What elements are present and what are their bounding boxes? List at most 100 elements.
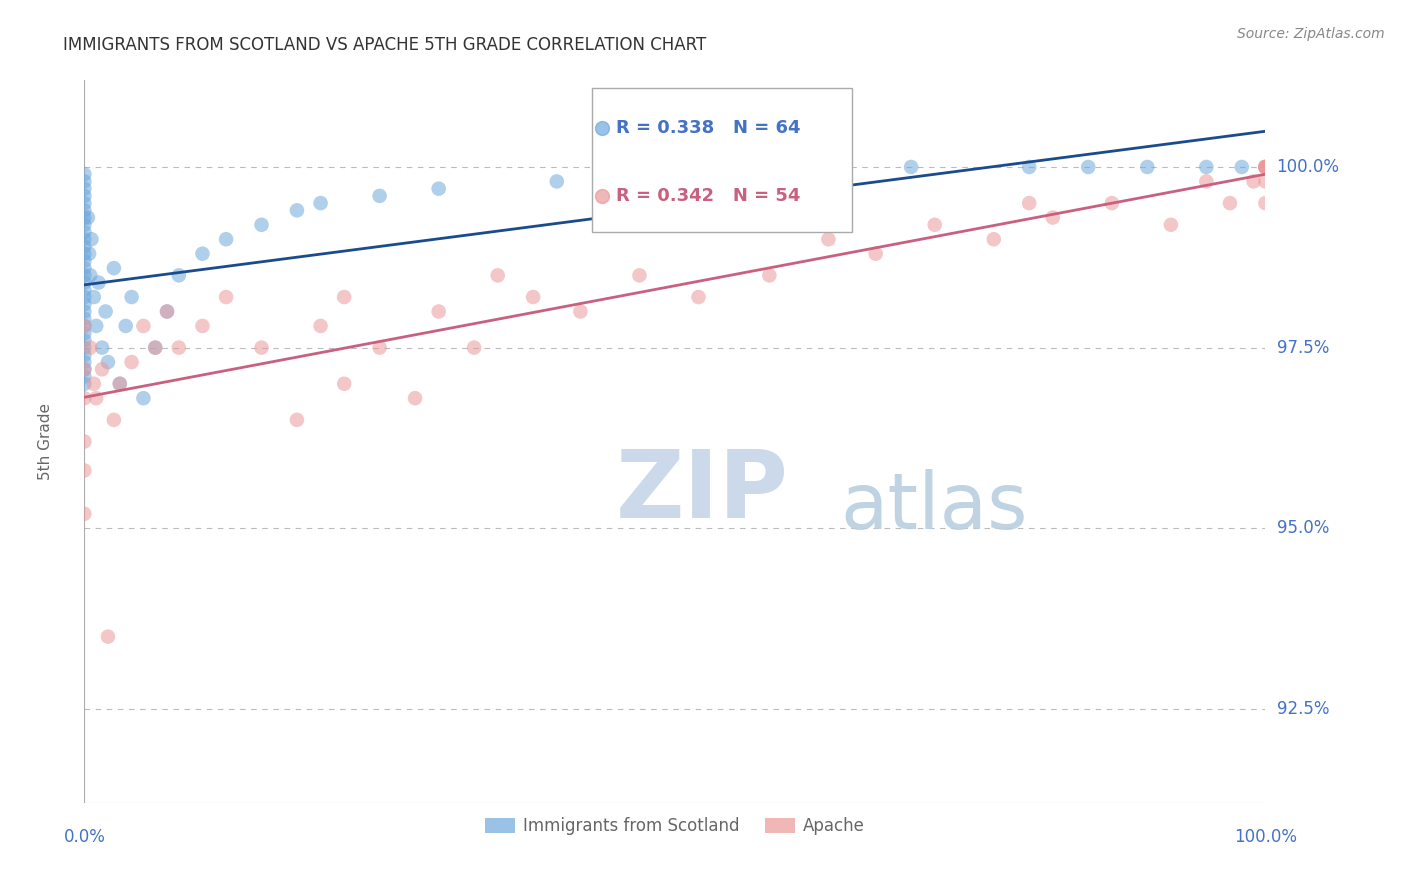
- Point: [1254, 160, 1277, 174]
- Point: [73, 318, 96, 333]
- Point: [900, 160, 922, 174]
- Point: [73, 311, 96, 326]
- Point: [1077, 160, 1099, 174]
- Point: [688, 290, 710, 304]
- Point: [782, 160, 804, 174]
- Text: atlas: atlas: [841, 468, 1028, 545]
- Text: 0.0%: 0.0%: [63, 828, 105, 846]
- Point: [1018, 160, 1040, 174]
- Point: [73, 318, 96, 333]
- Point: [486, 268, 509, 283]
- Point: [73, 391, 96, 405]
- Point: [309, 318, 332, 333]
- Point: [132, 391, 155, 405]
- Point: [73, 196, 96, 211]
- Point: [73, 362, 96, 376]
- Point: [83, 376, 105, 391]
- Point: [1254, 174, 1277, 188]
- Legend: Immigrants from Scotland, Apache: Immigrants from Scotland, Apache: [478, 810, 872, 841]
- Point: [1136, 160, 1159, 174]
- Point: [73, 297, 96, 311]
- Point: [628, 268, 651, 283]
- Point: [87, 276, 110, 290]
- Point: [73, 203, 96, 218]
- Point: [83, 290, 105, 304]
- Text: R = 0.338   N = 64: R = 0.338 N = 64: [616, 119, 800, 137]
- Point: [73, 355, 96, 369]
- Point: [285, 203, 308, 218]
- Point: [167, 341, 190, 355]
- Point: [73, 211, 96, 225]
- Point: [591, 120, 613, 135]
- Point: [73, 174, 96, 188]
- Point: [333, 290, 356, 304]
- Point: [285, 413, 308, 427]
- Point: [522, 290, 544, 304]
- Point: [114, 318, 136, 333]
- Point: [1230, 160, 1253, 174]
- Text: ZIP: ZIP: [616, 446, 789, 538]
- Text: 100.0%: 100.0%: [1234, 828, 1296, 846]
- Point: [1101, 196, 1123, 211]
- Point: [97, 630, 120, 644]
- Point: [84, 318, 107, 333]
- Text: 100.0%: 100.0%: [1277, 158, 1340, 176]
- Point: [1254, 160, 1277, 174]
- FancyBboxPatch shape: [592, 87, 852, 232]
- Point: [73, 348, 96, 362]
- Point: [333, 376, 356, 391]
- Point: [73, 376, 96, 391]
- Text: 5th Grade: 5th Grade: [38, 403, 53, 480]
- Point: [103, 261, 125, 276]
- Point: [73, 283, 96, 297]
- Point: [73, 463, 96, 477]
- Point: [1018, 196, 1040, 211]
- Point: [427, 304, 450, 318]
- Point: [121, 355, 143, 369]
- Point: [167, 268, 190, 283]
- Point: [73, 276, 96, 290]
- Point: [1254, 160, 1277, 174]
- Point: [73, 507, 96, 521]
- Point: [569, 304, 592, 318]
- Point: [250, 218, 273, 232]
- Point: [73, 225, 96, 239]
- Text: IMMIGRANTS FROM SCOTLAND VS APACHE 5TH GRADE CORRELATION CHART: IMMIGRANTS FROM SCOTLAND VS APACHE 5TH G…: [63, 36, 707, 54]
- Point: [73, 268, 96, 283]
- Point: [73, 369, 96, 384]
- Point: [73, 246, 96, 260]
- Point: [1254, 160, 1277, 174]
- Point: [215, 290, 238, 304]
- Point: [84, 391, 107, 405]
- Point: [73, 304, 96, 318]
- Point: [368, 189, 391, 203]
- Point: [368, 341, 391, 355]
- Point: [73, 239, 96, 253]
- Text: Source: ZipAtlas.com: Source: ZipAtlas.com: [1237, 27, 1385, 41]
- Point: [215, 232, 238, 246]
- Point: [983, 232, 1005, 246]
- Point: [1160, 218, 1182, 232]
- Point: [132, 318, 155, 333]
- Point: [758, 268, 780, 283]
- Point: [924, 218, 946, 232]
- Point: [404, 391, 426, 405]
- Text: 97.5%: 97.5%: [1277, 339, 1329, 357]
- Point: [91, 341, 114, 355]
- Point: [103, 413, 125, 427]
- Point: [1254, 196, 1277, 211]
- Point: [94, 304, 117, 318]
- Point: [73, 341, 96, 355]
- Point: [1243, 174, 1265, 188]
- Point: [79, 341, 101, 355]
- Point: [156, 304, 179, 318]
- Point: [865, 246, 887, 260]
- Point: [1219, 196, 1241, 211]
- Point: [463, 341, 485, 355]
- Point: [80, 232, 103, 246]
- Point: [427, 182, 450, 196]
- Point: [191, 318, 214, 333]
- Point: [73, 434, 96, 449]
- Point: [73, 261, 96, 276]
- Point: [79, 268, 101, 283]
